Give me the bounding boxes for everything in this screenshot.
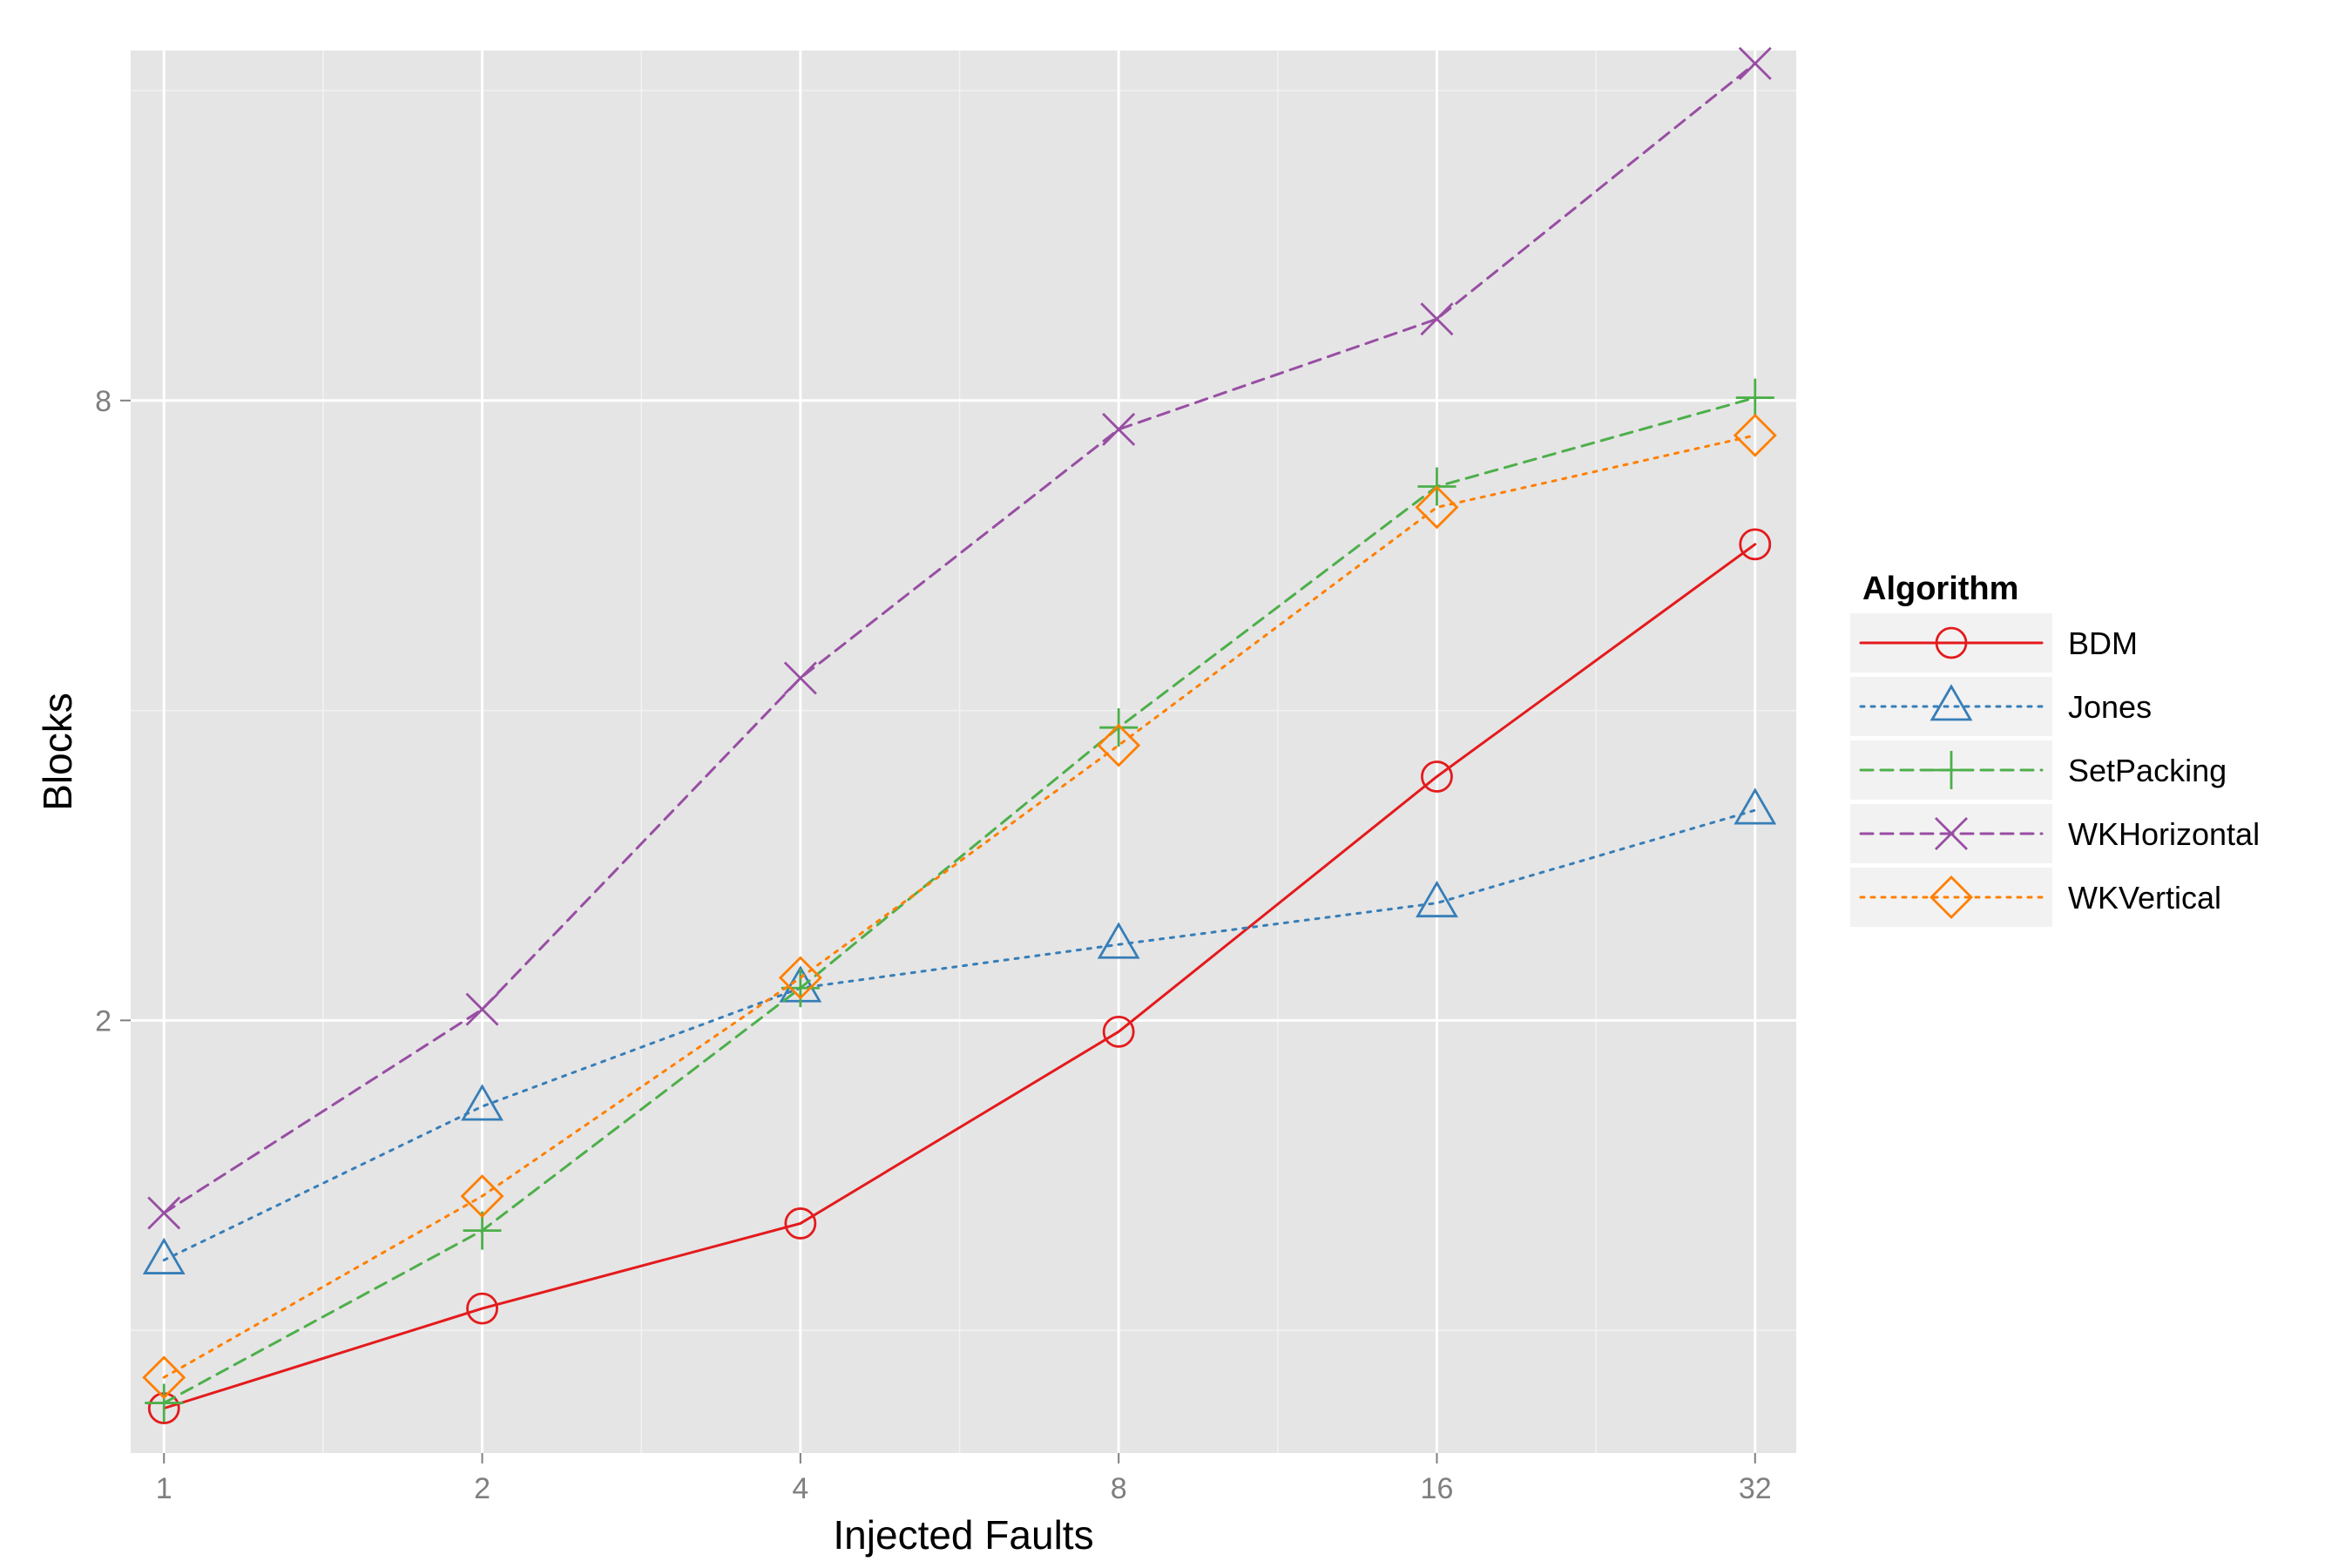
legend-label-wkhorizontal: WKHorizontal <box>2068 816 2260 852</box>
legend-label-setpacking: SetPacking <box>2068 753 2227 788</box>
x-tick-label: 4 <box>792 1472 808 1505</box>
x-axis-title: Injected Faults <box>833 1512 1093 1558</box>
legend-label-jones: Jones <box>2068 689 2152 725</box>
data-point-setpacking <box>1099 708 1139 747</box>
plot-panel <box>131 51 1796 1453</box>
data-point-wkvertical <box>1415 485 1459 530</box>
y-tick-label: 8 <box>95 385 112 418</box>
series-line-wkvertical <box>162 434 1757 1379</box>
data-point-setpacking <box>781 969 820 1008</box>
x-tick-label: 8 <box>1111 1472 1127 1505</box>
legend: Algorithm BDM Jones SetPacking WKHorizontal… <box>1850 571 2260 927</box>
data-point-jones <box>1416 880 1458 918</box>
legend-marker-wkvertical <box>1930 875 1973 919</box>
data-point-wkhorizontal <box>1102 412 1136 446</box>
x-tick-label: 32 <box>1739 1472 1772 1505</box>
data-point-bdm <box>784 1207 817 1240</box>
legend-marker-jones <box>1930 684 1973 721</box>
x-tick-label: 1 <box>156 1472 172 1505</box>
data-point-wkhorizontal <box>1738 46 1772 80</box>
series-line-wkhorizontal <box>162 62 1757 1214</box>
data-point-bdm <box>466 1292 498 1325</box>
series-layer <box>142 46 1777 1425</box>
legend-marker-setpacking <box>1932 751 1970 789</box>
data-point-bdm <box>1739 528 1772 561</box>
data-point-setpacking <box>145 1383 184 1423</box>
y-tick-label: 2 <box>95 1004 112 1037</box>
legend-marker-bdm <box>1935 626 1968 659</box>
legend-items: BDM Jones SetPacking WKHorizontal WKVertical <box>1850 613 2260 927</box>
legend-marker-wkhorizontal <box>1935 817 1968 850</box>
data-point-wkvertical <box>778 956 822 1000</box>
x-tick-label: 16 <box>1421 1472 1454 1505</box>
data-point-jones <box>1734 787 1777 825</box>
y-axis-title: Blocks <box>35 693 80 810</box>
series-line-bdm <box>162 543 1757 1410</box>
data-point-wkhorizontal <box>1420 302 1454 336</box>
data-point-jones <box>461 1084 504 1121</box>
data-point-bdm <box>1102 1015 1135 1048</box>
data-point-wkhorizontal <box>465 992 499 1026</box>
axis-layer: 1 2 4 8 16 32 2 8 <box>95 385 1772 1505</box>
data-point-setpacking <box>1735 378 1774 417</box>
data-point-bdm <box>1421 760 1453 793</box>
series-line-jones <box>162 808 1757 1262</box>
legend-label-wkvertical: WKVertical <box>2068 880 2221 916</box>
legend-title: Algorithm <box>1862 571 2018 607</box>
data-point-wkvertical <box>460 1174 504 1219</box>
legend-label-bdm: BDM <box>2068 625 2138 661</box>
x-tick-label: 2 <box>474 1472 490 1505</box>
data-point-wkhorizontal <box>147 1196 181 1230</box>
series-line-setpacking <box>162 396 1757 1405</box>
data-point-jones <box>1097 922 1140 959</box>
data-point-jones <box>142 1237 186 1274</box>
data-point-wkvertical <box>1097 723 1141 767</box>
data-point-wkvertical <box>1733 413 1777 457</box>
data-point-wkvertical <box>142 1355 186 1400</box>
data-point-wkhorizontal <box>783 661 817 695</box>
